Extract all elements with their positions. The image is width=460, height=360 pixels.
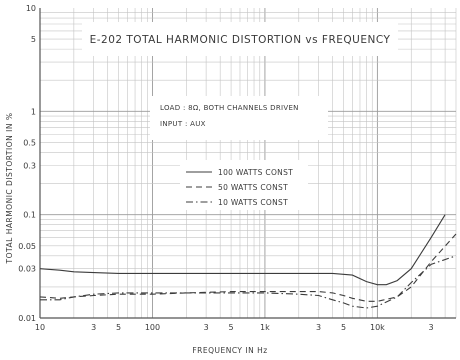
x-tick-label: 3 <box>316 323 321 332</box>
input-note: INPUT : AUX <box>160 120 206 128</box>
annotation-box: LOAD : 8Ω, BOTH CHANNELS DRIVEN INPUT : … <box>150 96 328 140</box>
x-tick-label: 10 <box>35 323 45 332</box>
series-line-3 <box>40 255 457 309</box>
x-tick-label: 5 <box>341 323 346 332</box>
y-tick-label: 0.3 <box>23 161 36 170</box>
load-note: LOAD : 8Ω, BOTH CHANNELS DRIVEN <box>160 104 299 112</box>
x-tick-label: 10k <box>370 323 385 332</box>
x-tick-label: 3 <box>204 323 209 332</box>
x-axis-label: FREQUENCY IN Hz <box>192 346 267 355</box>
x-tick-label: 5 <box>229 323 234 332</box>
x-tick-label: 100 <box>145 323 160 332</box>
y-tick-label: 0.05 <box>18 242 36 251</box>
x-tick-label: 1k <box>260 323 270 332</box>
y-tick-label: 0.1 <box>23 211 36 220</box>
series-line-1 <box>39 214 446 286</box>
y-tick-label: 10 <box>26 4 36 13</box>
chart-title: E-202 TOTAL HARMONIC DISTORTION vs FREQU… <box>90 34 391 46</box>
y-tick-label: 0.5 <box>23 138 36 147</box>
series-line-2 <box>39 233 457 302</box>
legend: 100 WATTS CONST 50 WATTS CONST 10 WATTS CO… <box>180 160 308 210</box>
x-tick-label: 5 <box>116 323 121 332</box>
legend-label: 50 WATTS CONST <box>218 183 288 192</box>
x-tick-label: 3 <box>91 323 96 332</box>
legend-label: 100 WATTS CONST <box>218 168 293 177</box>
y-tick-label: 1 <box>31 107 36 116</box>
legend-label: 10 WATTS CONST <box>218 198 288 207</box>
y-axis-label: TOTAL HARMONIC DISTORTION IN % <box>5 113 14 265</box>
y-tick-label: 0.03 <box>18 265 36 274</box>
title-box: E-202 TOTAL HARMONIC DISTORTION vs FREQU… <box>82 22 398 56</box>
y-tick-label: 0.01 <box>18 314 36 323</box>
x-tick-label: 3 <box>429 323 434 332</box>
y-tick-label: 5 <box>31 35 36 44</box>
